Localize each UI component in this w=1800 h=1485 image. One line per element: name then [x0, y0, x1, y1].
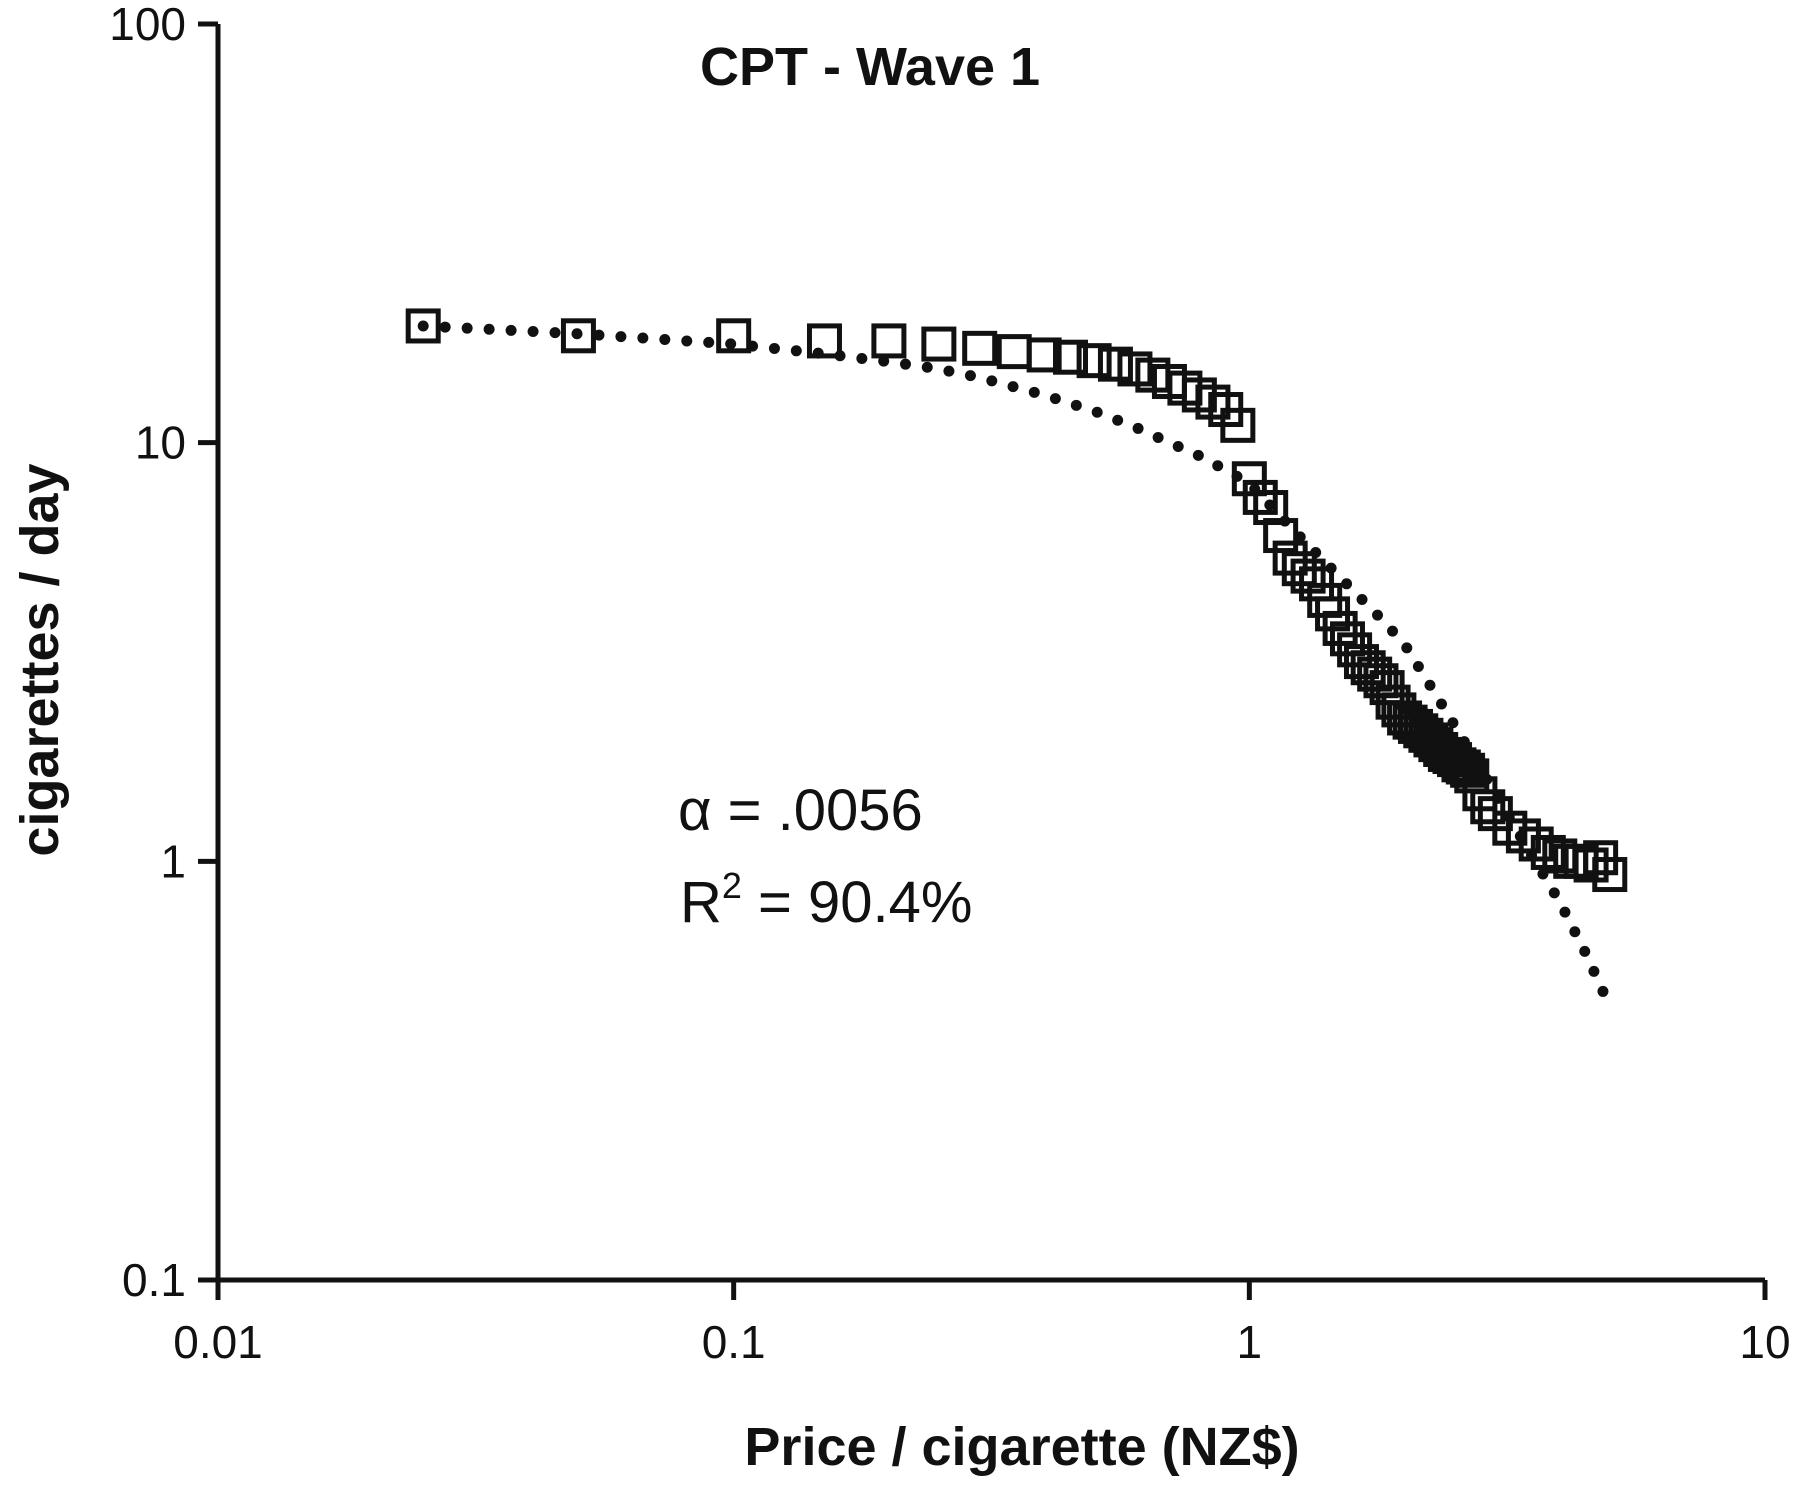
fit-curve-dot	[899, 358, 911, 370]
y-axis-title: cigarettes / day	[10, 463, 70, 856]
data-point-marker	[1097, 346, 1133, 382]
fit-curve-dot	[943, 365, 955, 377]
fit-curve-dot	[1091, 406, 1103, 418]
fit-curve-dot	[1070, 399, 1082, 411]
fit-curve-dot	[1152, 432, 1164, 444]
fit-curve-dot	[1007, 381, 1019, 393]
fit-curve-dot	[571, 328, 583, 340]
fit-curve-dot	[483, 323, 495, 335]
fit-curve-dot	[527, 325, 539, 337]
fit-curve-dot	[1356, 593, 1368, 605]
fit-curve-dot	[768, 342, 780, 354]
data-point-marker	[1450, 752, 1486, 788]
fit-curve-dot	[1049, 393, 1061, 405]
data-point-marker	[1242, 479, 1278, 515]
data-point-marker	[1573, 847, 1609, 883]
plot-area: 0.1 1 10 100 0.01 0.1 1 10	[109, 0, 1790, 1368]
data-point-marker	[996, 334, 1032, 370]
x-tick-label: 10	[1739, 1316, 1790, 1368]
x-tick-label: 0.1	[702, 1316, 766, 1368]
data-point-marker	[1518, 826, 1554, 862]
fit-curve-dot	[1172, 441, 1184, 453]
data-point-marker	[871, 323, 907, 359]
alpha-annotation: α = .0056	[678, 778, 923, 843]
data-point-marker	[921, 326, 957, 362]
y-tick-label: 0.1	[122, 1254, 186, 1306]
data-point-marker	[1263, 518, 1299, 554]
fit-curve-dot	[1435, 698, 1447, 710]
data-point-marker	[1076, 343, 1112, 379]
fit-curve-dot	[417, 320, 429, 332]
r2-superscript: 2	[722, 865, 742, 906]
fit-curve-dot	[549, 327, 561, 339]
fit-curve-dot	[1264, 499, 1276, 511]
fit-curve-dot	[505, 324, 517, 336]
fit-curve-dot	[1569, 926, 1581, 938]
fit-curve-dot	[1028, 386, 1040, 398]
data-point-marker	[962, 330, 998, 366]
data-point-marker	[560, 318, 596, 354]
fit-curve-dot	[964, 370, 976, 382]
fit-curve-dot	[1132, 422, 1144, 434]
fit-curve-dot	[1447, 717, 1459, 729]
data-point-marker	[405, 308, 441, 344]
fit-curve-dot	[1192, 449, 1204, 461]
data-point-marker	[1053, 339, 1089, 375]
data-point-marker	[1220, 407, 1256, 443]
fit-curve-dot	[790, 345, 802, 357]
fit-curve-dot	[725, 338, 737, 350]
data-point-marker	[1272, 540, 1308, 576]
data-point-marker	[1592, 857, 1628, 893]
fit-curve-dot	[615, 331, 627, 343]
fit-curve-dot	[637, 332, 649, 344]
fit-curve-dot	[1387, 625, 1399, 637]
fit-curve-dot	[1212, 460, 1224, 472]
y-tick-label: 100	[109, 0, 186, 50]
fit-curve-dot	[1401, 642, 1413, 654]
data-point-marker	[1231, 461, 1267, 497]
fit-curve-dot	[856, 352, 868, 364]
fit-curve-dot	[921, 361, 933, 373]
data-point-marker	[806, 323, 842, 359]
data-point-marker	[1530, 834, 1566, 870]
y-tick-label: 1	[160, 835, 186, 887]
r2-prefix: R	[680, 870, 722, 935]
x-axis-title: Price / cigarette (NZ$)	[744, 1417, 1299, 1477]
r2-suffix: = 90.4%	[742, 870, 973, 935]
fit-curve-dot	[1112, 414, 1124, 426]
fit-curve-dot	[1588, 965, 1600, 977]
fit-curve-dot	[593, 329, 605, 341]
chart-title: CPT - Wave 1	[700, 37, 1040, 97]
fit-curve-dot	[681, 335, 693, 347]
fit-curve-dot	[1548, 887, 1560, 899]
fit-curve-dot	[659, 334, 671, 346]
fit-curve-dot	[1341, 578, 1353, 590]
fit-curve-dot	[986, 375, 998, 387]
fit-curve-dot	[1559, 906, 1571, 918]
y-tick-label: 10	[135, 417, 186, 469]
data-point-marker	[1026, 337, 1062, 373]
fit-curve-dot	[1424, 679, 1436, 691]
fit-curve-dot	[461, 322, 473, 334]
data-point-marker	[1470, 789, 1506, 825]
r2-annotation: R2 = 90.4%	[680, 865, 972, 935]
fit-curve-dot	[1372, 609, 1384, 621]
data-point-marker	[1363, 663, 1399, 699]
fit-curve-dot	[1579, 945, 1591, 957]
x-tick-label: 1	[1237, 1316, 1263, 1368]
fit-curve-dot	[1412, 661, 1424, 673]
data-point-marker	[716, 318, 752, 354]
data-point-marker	[1117, 351, 1153, 387]
fit-curve-dot	[439, 321, 451, 333]
fit-curve-dot	[703, 336, 715, 348]
fit-curve-dot	[1597, 985, 1609, 997]
fit-curve-dot	[878, 355, 890, 367]
x-tick-label: 0.01	[173, 1316, 263, 1368]
